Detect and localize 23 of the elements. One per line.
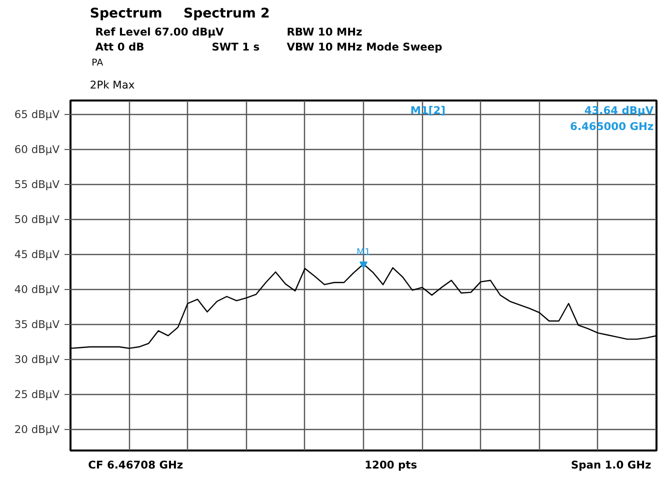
y-tick-label: 40 dBµV [14,283,60,296]
text: 2Pk Max [90,78,135,92]
y-tick-label: 30 dBµV [14,353,60,366]
y-tick-label: 65 dBµV [14,108,60,121]
text: Att 0 dB [95,40,144,54]
text: Spectrum [90,6,162,22]
text: RBW 10 MHz [286,26,362,38]
y-tick-label: 25 dBµV [14,388,60,401]
text: VBW 10 MHz [286,40,362,54]
y-tick-label: 50 dBµV [14,213,60,226]
text: CF 6.46708 GHz [88,458,184,472]
text: Spectrum 2 [183,6,270,22]
y-tick-label: 60 dBµV [14,143,60,156]
y-tick-label: 55 dBµV [14,178,60,191]
y-tick-label: 45 dBµV [14,248,60,261]
text: SWT 1 s [212,40,260,54]
text: Span 1.0 GHz [570,458,652,472]
y-tick-label: 35 dBµV [14,318,60,331]
text: Mode Sweep [366,40,443,54]
text: 1200 pts [364,458,418,472]
text: PA [92,58,104,68]
text: Ref Level 67.00 dBµV [95,26,225,38]
y-tick-label: 20 dBµV [14,423,60,436]
